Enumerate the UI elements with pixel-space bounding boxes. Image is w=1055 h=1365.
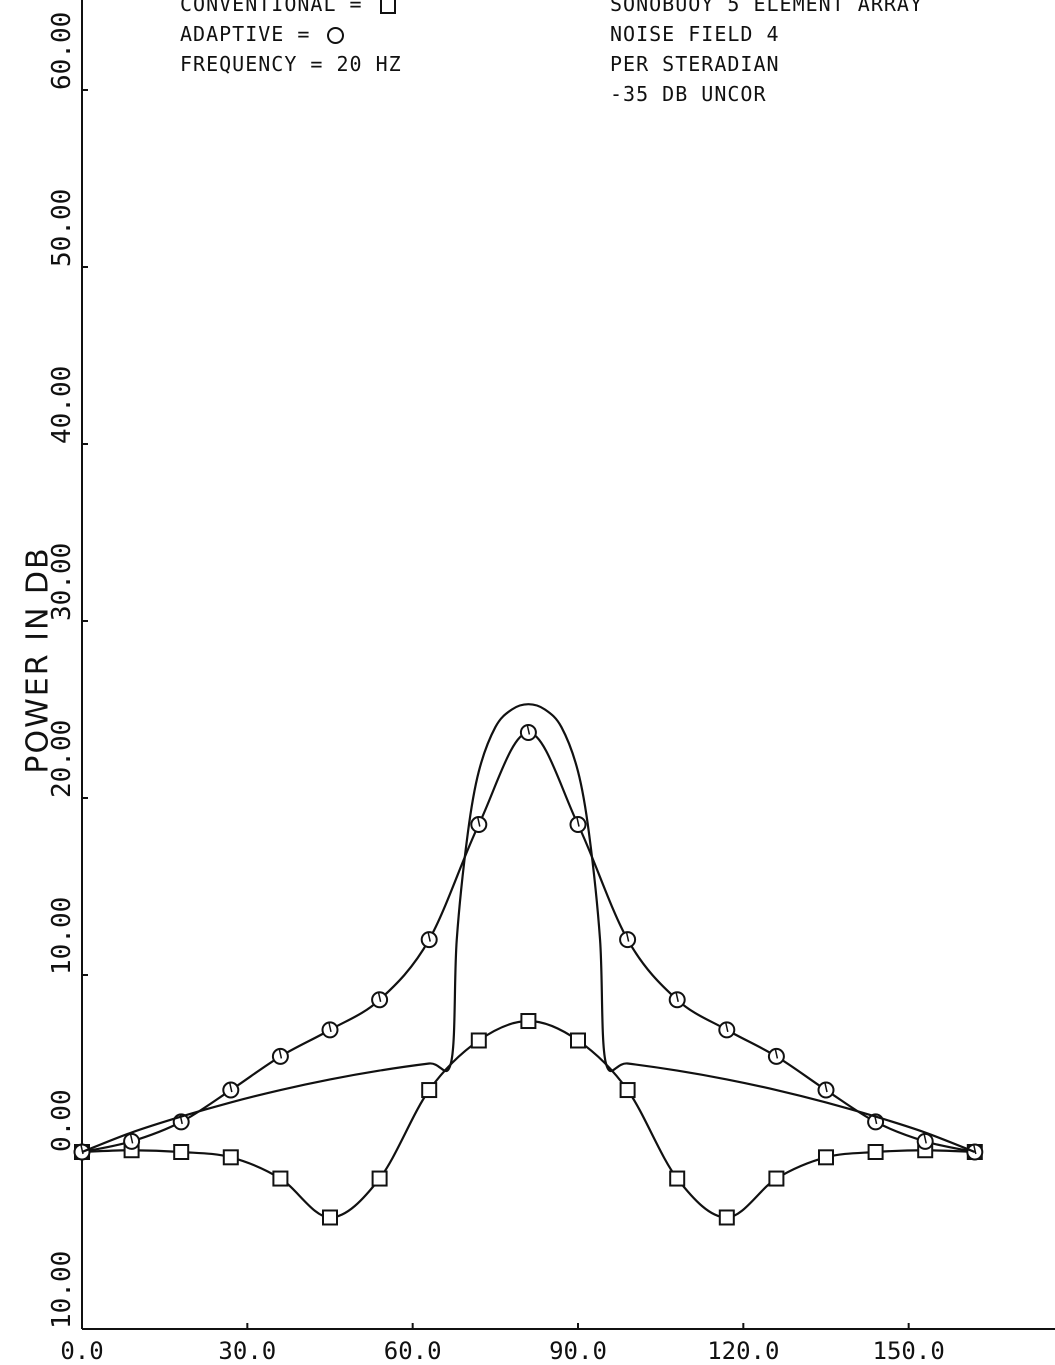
- circle-marker-tick: [229, 1082, 233, 1093]
- frequency-label: FREQUENCY = 20 HZ: [180, 52, 402, 76]
- y-tick-label: 10.00: [47, 1251, 77, 1329]
- circle-marker-tick: [427, 932, 431, 942]
- circle-marker-tick: [923, 1134, 927, 1144]
- noise-field-label: NOISE FIELD 4: [610, 22, 780, 46]
- square-marker: [421, 1082, 438, 1099]
- square-marker: [768, 1170, 785, 1187]
- circle-marker-tick: [725, 1022, 729, 1033]
- square-marker-icon: [379, 0, 396, 14]
- circle-marker-tick: [129, 1134, 134, 1144]
- circle-marker-tick: [625, 932, 630, 942]
- circle-marker-icon: [327, 27, 345, 44]
- square-marker: [619, 1082, 636, 1099]
- circle-marker-tick: [477, 817, 481, 827]
- circle-marker-tick: [526, 725, 531, 735]
- y-tick-label: 20.00: [47, 720, 77, 798]
- x-tick-label: 0.0: [60, 1337, 103, 1365]
- steradian-label: PER STERADIAN: [610, 52, 780, 76]
- circle-marker-tick: [377, 992, 382, 1002]
- y-tick-label: 40.00: [47, 366, 77, 444]
- circle-marker-tick: [675, 992, 679, 1002]
- legend-adaptive: ADAPTIVE =: [180, 22, 345, 46]
- circle-marker-tick: [278, 1049, 283, 1059]
- array-label: SONOBUOY 5 ELEMENT ARRAY: [610, 0, 923, 16]
- square-marker: [371, 1170, 388, 1187]
- square-marker: [570, 1032, 586, 1049]
- x-tick-label: 30.0: [218, 1337, 276, 1365]
- x-tick-label: 60.0: [384, 1337, 442, 1365]
- circle-marker-tick: [824, 1082, 828, 1093]
- y-axis-label: POWER IN DB: [20, 546, 56, 774]
- y-tick-label: 10.00: [47, 897, 77, 975]
- square-marker: [173, 1144, 190, 1160]
- legend-conventional-label: CONVENTIONAL =: [180, 0, 376, 16]
- square-marker: [520, 1013, 537, 1030]
- square-marker: [470, 1032, 487, 1049]
- square-marker: [669, 1170, 686, 1187]
- series-line-adaptive: [81, 731, 976, 1154]
- series-layer: [73, 703, 984, 1226]
- axes: 10.00 0.00 10.00 20.00 30.00 40.00 50.00 60.00 0…: [47, 0, 1055, 1365]
- circle-marker-tick: [973, 1144, 977, 1155]
- square-marker: [272, 1170, 289, 1187]
- y-tick-label: 50.00: [47, 189, 77, 267]
- square-marker: [818, 1149, 834, 1166]
- circle-marker-tick: [576, 817, 580, 827]
- series-line-conventional: [81, 1019, 975, 1219]
- y-tick-label: 60.00: [47, 12, 77, 90]
- square-marker: [867, 1144, 884, 1160]
- circle-marker-tick: [774, 1049, 779, 1059]
- circle-marker-tick: [328, 1022, 332, 1033]
- legend-adaptive-label: ADAPTIVE =: [180, 22, 324, 46]
- series-line-unmarked: [81, 703, 976, 1154]
- y-tick-label: 30.00: [47, 543, 77, 621]
- square-marker: [222, 1149, 239, 1166]
- y-tick-label: 0.00: [47, 1089, 77, 1152]
- square-marker: [718, 1209, 735, 1226]
- x-tick-label: 90.0: [549, 1337, 607, 1365]
- x-tick-label: 150.0: [873, 1337, 945, 1365]
- legend-conventional: CONVENTIONAL =: [180, 0, 396, 16]
- uncor-label: -35 DB UNCOR: [610, 82, 767, 106]
- x-tick-label: 120.0: [707, 1337, 779, 1365]
- square-marker: [322, 1209, 338, 1226]
